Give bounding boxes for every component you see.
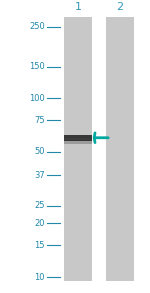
Text: 250: 250: [29, 22, 45, 31]
Bar: [106, 17, 134, 281]
Bar: [64, 134, 92, 141]
Bar: [64, 135, 92, 138]
Text: 37: 37: [34, 171, 45, 180]
Text: 50: 50: [34, 147, 45, 156]
Text: 1: 1: [75, 2, 81, 12]
Text: 25: 25: [34, 201, 45, 210]
Bar: [64, 140, 92, 144]
Text: 75: 75: [34, 116, 45, 125]
Text: 150: 150: [29, 62, 45, 71]
Text: 15: 15: [34, 241, 45, 250]
Text: 20: 20: [34, 219, 45, 228]
Text: 10: 10: [34, 272, 45, 282]
Bar: [64, 17, 92, 281]
Text: 2: 2: [116, 2, 124, 12]
Text: 100: 100: [29, 93, 45, 103]
